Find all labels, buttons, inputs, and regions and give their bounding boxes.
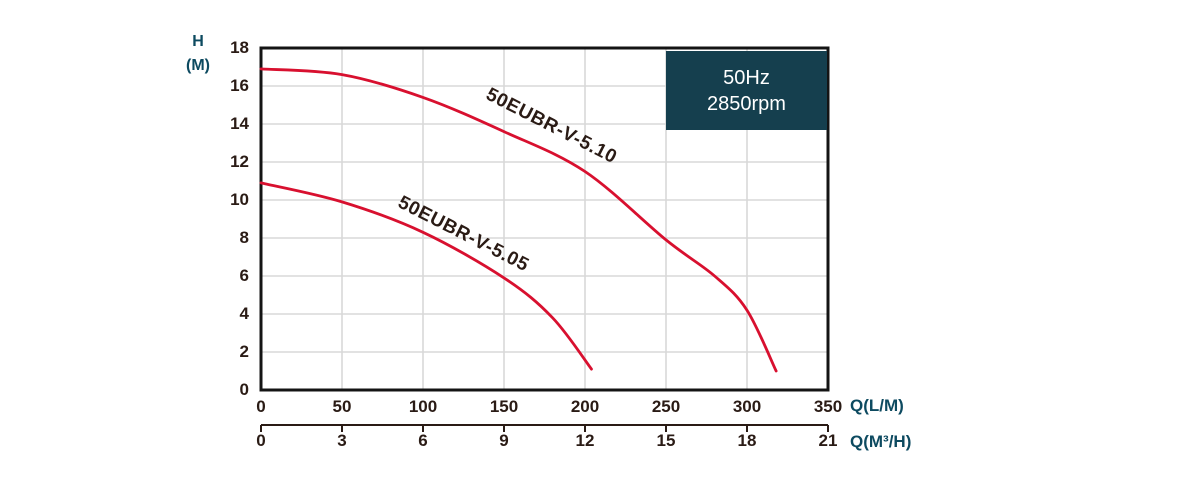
x-m3h-tick-label: 12 — [575, 431, 595, 450]
x-lm-tick-label: 350 — [813, 397, 843, 416]
x-m3h-tick-label: 0 — [256, 431, 266, 450]
y-axis-title-line1: H — [192, 33, 204, 50]
x-lm-tick-label: 300 — [732, 397, 762, 416]
rpm-label: 2850rpm — [707, 92, 786, 115]
y-tick-label: 2 — [239, 342, 249, 361]
performance-curve-0 — [259, 67, 778, 373]
curve-label-50eubr-v-5-05: 50EUBR-V-5.05 — [394, 192, 533, 277]
y-tick-label: 0 — [239, 380, 249, 399]
x-lm-tick-label: 250 — [651, 397, 681, 416]
plot-border — [259, 46, 830, 392]
x-lm-tick-label: 0 — [256, 397, 266, 416]
y-tick-label: 14 — [230, 114, 249, 133]
y-tick-label: 8 — [239, 228, 249, 247]
x-lm-tick-label: 150 — [489, 397, 519, 416]
x-m3h-tick-label: 6 — [418, 431, 428, 450]
x-axis-primary-title: Q(L/M) — [850, 396, 904, 415]
x-m3h-tick-label: 9 — [499, 431, 509, 450]
y-tick-label: 6 — [239, 266, 249, 285]
x-lm-tick-label: 100 — [408, 397, 438, 416]
y-tick-label: 12 — [230, 152, 249, 171]
speed-frequency-badge: 50Hz 2850rpm — [666, 51, 827, 130]
y-tick-label: 16 — [230, 76, 249, 95]
x-m3h-tick-label: 3 — [337, 431, 347, 450]
frequency-label: 50Hz — [723, 66, 770, 89]
y-tick-label: 10 — [230, 190, 249, 209]
x-lm-tick-label: 200 — [570, 397, 600, 416]
x-m3h-tick-label: 18 — [737, 431, 757, 450]
y-tick-label: 18 — [230, 38, 249, 57]
x-lm-tick-label: 50 — [332, 397, 352, 416]
x-axis-secondary-title: Q(M³/H) — [850, 432, 912, 451]
x-m3h-tick-label: 15 — [656, 431, 676, 450]
performance-curve-1 — [259, 181, 593, 371]
x-m3h-tick-label: 21 — [818, 431, 838, 450]
y-tick-label: 4 — [239, 304, 249, 323]
y-axis-title-line2: (M) — [186, 57, 210, 74]
curve-label-50eubr-v-5-10: 50EUBR-V-5.10 — [482, 84, 621, 169]
